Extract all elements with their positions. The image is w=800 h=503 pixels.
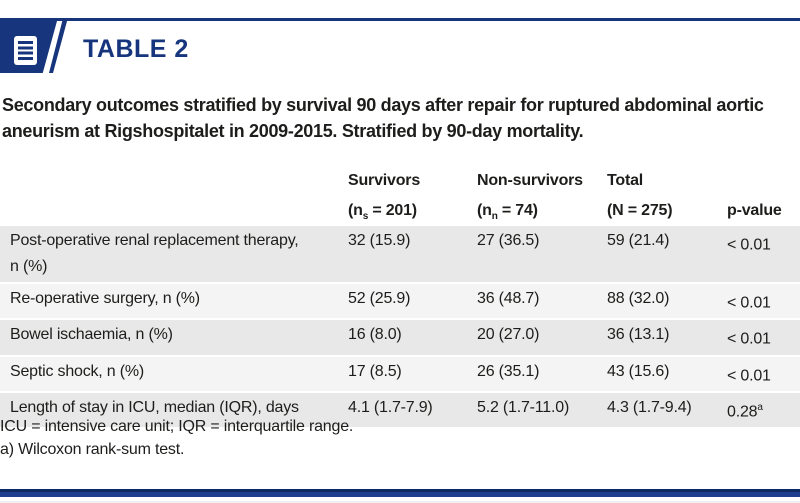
table-row: Bowel ischaemia, n (%) 16 (8.0) 20 (27.0… — [0, 320, 800, 355]
cell-total: 36 (13.1) — [607, 326, 670, 344]
cell-non-survivors: 26 (35.1) — [477, 362, 540, 380]
cell-survivors: 52 (25.9) — [348, 290, 411, 307]
row-label: Length of stay in ICU, median (IQR), day… — [10, 398, 299, 416]
cell-total: 59 (21.4) — [607, 232, 670, 249]
table-lines-icon-stripes — [18, 41, 33, 60]
table-row: Post-operative renal replacement therapy… — [0, 226, 800, 282]
cell-survivors: 32 (15.9) — [348, 232, 411, 249]
header-spacer — [0, 166, 348, 226]
table-row: Length of stay in ICU, median (IQR), day… — [0, 392, 800, 428]
top-rule-divider — [0, 18, 800, 21]
row-label: Septic shock, n (%) — [10, 362, 145, 380]
table-caption: Secondary outcomes stratified by surviva… — [2, 95, 764, 141]
footnote-statistical-test: a) Wilcoxon rank-sum test. — [0, 441, 185, 458]
subscript-n: n — [491, 211, 498, 223]
superscript-a: a — [757, 401, 763, 413]
cell-p-value: 0.28a — [727, 401, 763, 421]
cell-p-value: < 0.01 — [727, 366, 771, 384]
footnotes: ICU = intensive care unit; IQR = interqu… — [0, 415, 800, 461]
cell-p-value: < 0.01 — [727, 330, 771, 348]
table-number-label: TABLE 2 — [83, 35, 189, 63]
table-header-row: Survivors (ns = 201) Non-survivors (nn =… — [0, 166, 800, 226]
cell-non-survivors: 5.2 (1.7-11.0) — [477, 398, 570, 416]
bottom-edge-line — [0, 501, 800, 503]
table-body: Post-operative renal replacement therapy… — [0, 226, 800, 429]
cell-total: 4.3 (1.7-9.4) — [607, 398, 692, 416]
column-header-p-value: p-value — [727, 202, 782, 219]
cell-survivors: 4.1 (1.7-7.9) — [348, 398, 433, 416]
cell-p-value: < 0.01 — [727, 236, 771, 254]
cell-total: 88 (32.0) — [607, 290, 670, 307]
footnote-abbreviations: ICU = intensive care unit; IQR = interqu… — [0, 418, 354, 435]
table-row: Septic shock, n (%) 17 (8.5) 26 (35.1) 4… — [0, 356, 800, 391]
cell-p-value: < 0.01 — [727, 294, 771, 312]
cell-survivors: 17 (8.5) — [348, 362, 402, 380]
column-header-survivors: Survivors (ns = 201) — [348, 172, 421, 223]
cell-total: 43 (15.6) — [607, 362, 670, 380]
column-header-total: Total (N = 275) — [607, 172, 673, 219]
row-label: Re-operative surgery, n (%) — [10, 290, 200, 307]
table-row: Re-operative surgery, n (%) 52 (25.9) 36… — [0, 284, 800, 319]
cell-non-survivors: 36 (48.7) — [477, 290, 540, 307]
row-label: Post-operative renal replacement therapy… — [10, 232, 299, 275]
cell-non-survivors: 20 (27.0) — [477, 326, 540, 344]
table-lines-icon — [14, 36, 37, 65]
column-header-non-survivors: Non-survivors (nn = 74) — [477, 172, 583, 223]
cell-survivors: 16 (8.0) — [348, 326, 402, 344]
bottom-rule-bar — [0, 489, 800, 497]
subscript-s: s — [362, 211, 369, 223]
row-label: Bowel ischaemia, n (%) — [10, 326, 173, 344]
cell-non-survivors: 27 (36.5) — [477, 232, 540, 249]
